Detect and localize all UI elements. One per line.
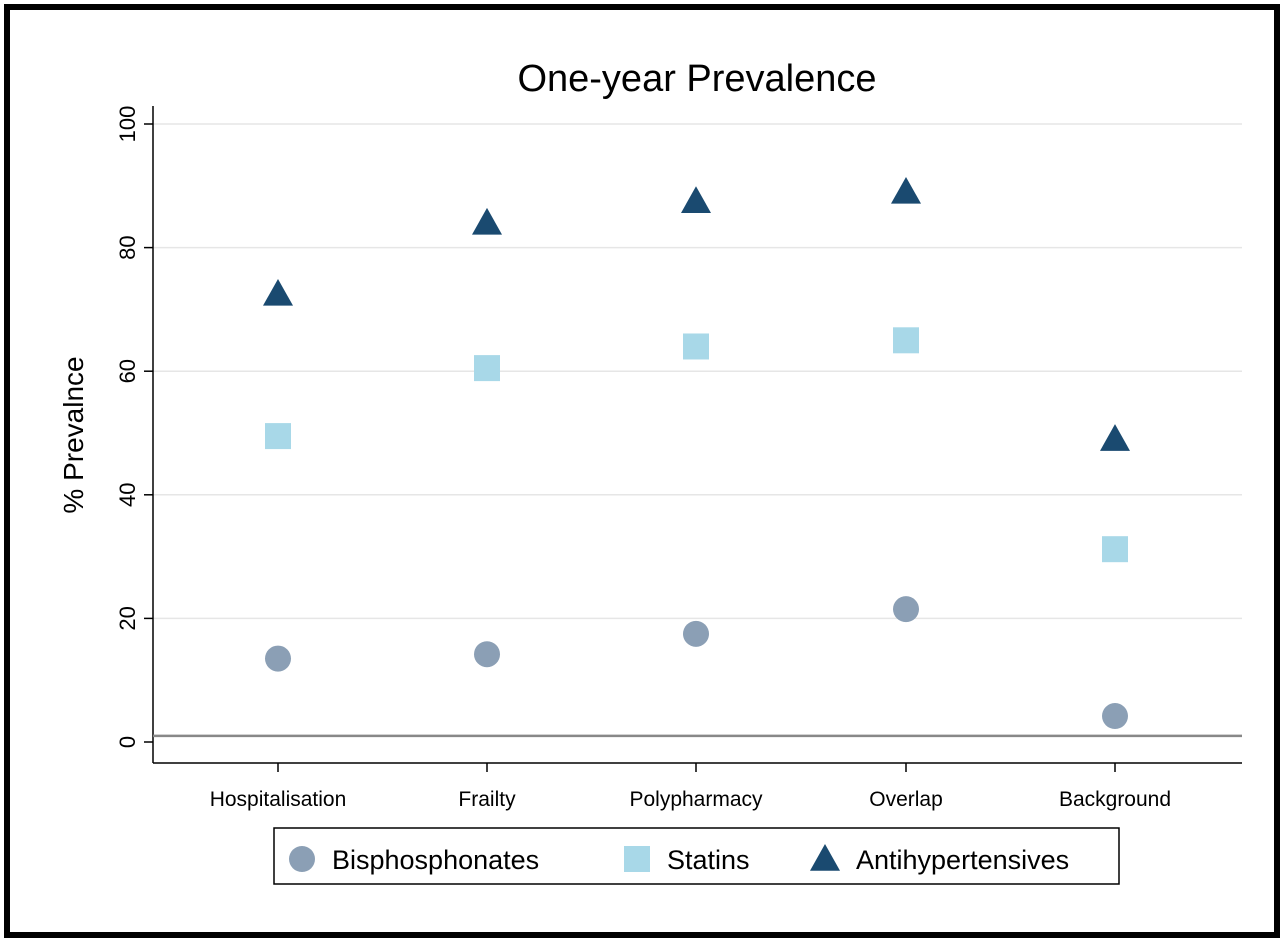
statins-point [265,423,291,450]
legend-marker-statins [624,846,650,872]
antihypertensives-point [472,207,502,235]
y-ticks: 0 20 40 60 80 100 [115,106,153,748]
gridlines [153,123,1242,620]
y-tick-label: 100 [115,106,140,143]
axes [152,106,1242,764]
legend: Bisphosphonates Statins Antihypertensives [273,827,1120,885]
data-points [263,176,1130,730]
x-ticks: Hospitalisation Frailty Polypharmacy Overla… [210,763,1171,811]
antihypertensives-point [1100,424,1130,451]
y-tick-label: 20 [115,606,140,630]
legend-label-antihypertensives: Antihypertensives [856,845,1069,875]
x-tick-label: Overlap [869,788,943,811]
y-axis-title: % Prevalnce [58,356,89,513]
bisphosphonates-point [1102,703,1128,730]
x-tick-label: Background [1059,788,1171,811]
legend-marker-antihypertensives [810,844,840,871]
x-tick-label: Hospitalisation [210,788,347,811]
legend-box [273,827,1120,885]
legend-marker-bisphosphonates [289,846,315,872]
legend-label-statins: Statins [667,845,750,875]
chart-title: One-year Prevalence [517,58,876,100]
statins-point [474,355,500,382]
bisphosphonates-point [893,596,919,623]
x-tick-label: Polypharmacy [629,788,763,811]
chart-svg: 0 20 40 60 80 100 Hospitalisation Frailty Polyp… [58,58,1242,885]
chart-frame: 0 20 40 60 80 100 Hospitalisation Frailty Polyp… [4,4,1280,938]
y-tick-label: 40 [115,483,140,507]
statins-point [893,327,919,354]
bisphosphonates-point [265,645,291,672]
x-tick-label: Frailty [458,788,516,811]
antihypertensives-point [681,186,711,213]
legend-label-bisphosphonates: Bisphosphonates [332,845,539,875]
antihypertensives-point [891,176,921,204]
statins-point [1102,536,1128,563]
bisphosphonates-point [474,641,500,668]
y-tick-label: 0 [115,736,140,748]
y-tick-label: 60 [115,359,140,383]
bisphosphonates-point [683,620,709,647]
antihypertensives-point [263,278,293,306]
statins-point [683,333,709,360]
y-tick-label: 80 [115,235,140,259]
